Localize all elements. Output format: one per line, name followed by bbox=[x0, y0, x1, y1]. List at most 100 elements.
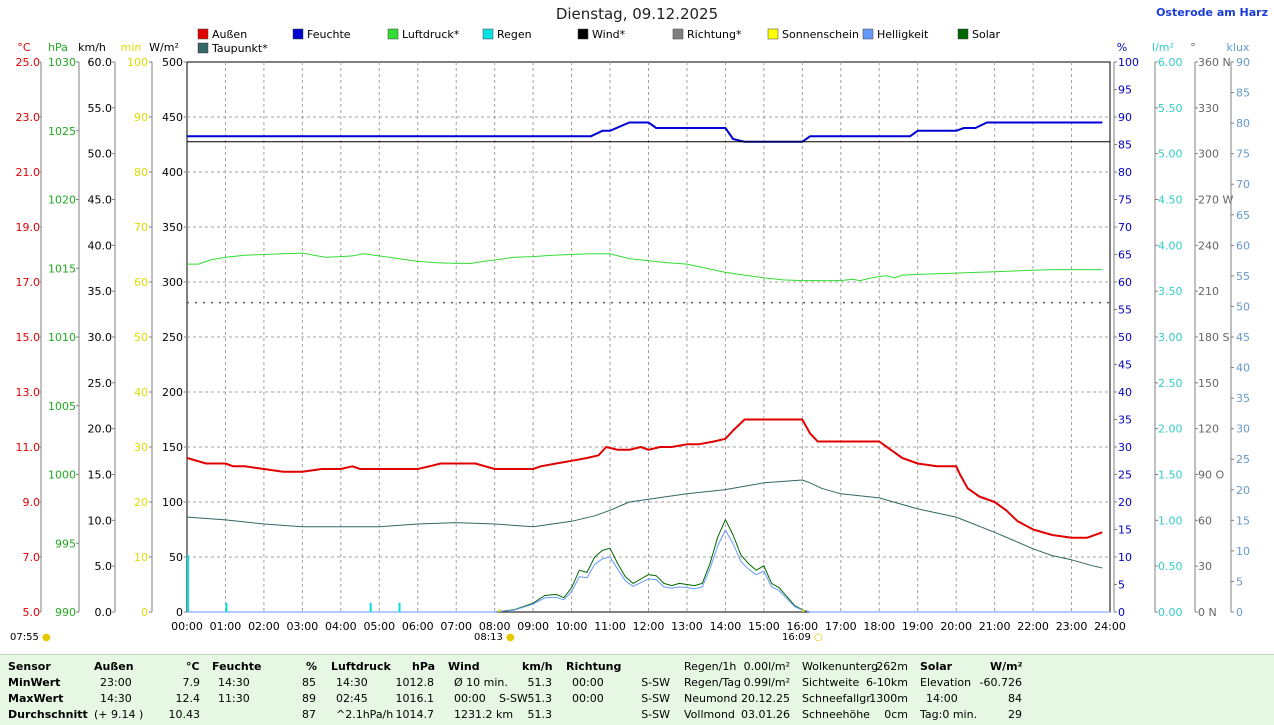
x-tick-label: 21:00 bbox=[979, 620, 1011, 633]
axis-tick-label: 1020 bbox=[48, 194, 76, 207]
x-tick-label: 06:00 bbox=[402, 620, 434, 633]
x-tick-label: 03:00 bbox=[287, 620, 319, 633]
axis-tick-label: 360 N bbox=[1198, 56, 1231, 69]
solar-label: 14:00 bbox=[926, 692, 958, 705]
legend-label: Regen bbox=[497, 28, 532, 41]
axis-tick-label: 200 bbox=[162, 386, 183, 399]
legend-swatch bbox=[197, 28, 209, 40]
axis-tick-label: 25 bbox=[1118, 469, 1132, 482]
axis-tick-label: 70 bbox=[134, 221, 148, 234]
axis-tick-label: 11.0 bbox=[16, 441, 41, 454]
solar-value: -60.726 bbox=[979, 676, 1022, 689]
stat-value: 51.3 bbox=[527, 692, 553, 705]
sun-icon: ○ bbox=[814, 632, 823, 643]
axis-tick-label: 40.0 bbox=[88, 239, 113, 252]
axis-tick-label: 350 bbox=[162, 221, 183, 234]
axis-tick-label: 25.0 bbox=[88, 377, 113, 390]
legend-swatch bbox=[482, 28, 494, 40]
sun-icon: ● bbox=[42, 632, 51, 643]
axis-tick-label: 17.0 bbox=[16, 276, 41, 289]
axis-tick-label: 55 bbox=[1118, 304, 1132, 317]
axis-tick-label: 7.0 bbox=[23, 551, 41, 564]
axis-unit-label: hPa bbox=[48, 41, 68, 54]
axis-tick-label: 1010 bbox=[48, 331, 76, 344]
axis-tick-label: 19.0 bbox=[16, 221, 41, 234]
stat-value: S-SW bbox=[641, 708, 670, 721]
x-tick-label: 07:00 bbox=[440, 620, 472, 633]
axis-tick-label: 35.0 bbox=[88, 285, 113, 298]
stat-time: 02:45 bbox=[336, 692, 368, 705]
x-tick-label: 13:00 bbox=[671, 620, 703, 633]
stat-time: 14:30 bbox=[336, 676, 368, 689]
axis-tick-label: 300 bbox=[162, 276, 183, 289]
axis-tick-label: 70 bbox=[1118, 221, 1132, 234]
axis-tick-label: 15 bbox=[1236, 514, 1250, 527]
luftdruck-line bbox=[187, 252, 1103, 282]
axis-tick-label: 10 bbox=[134, 551, 148, 564]
station-name: Osterode am Harz bbox=[1156, 6, 1268, 19]
axis-tick-label: 4.00 bbox=[1158, 239, 1183, 252]
axis-tick-label: 25.0 bbox=[16, 56, 41, 69]
stats-header-feuchte: Feuchte bbox=[212, 660, 262, 673]
axis-tick-label: 1000 bbox=[48, 469, 76, 482]
axis-tick-label: 10.0 bbox=[88, 514, 113, 527]
axis-tick-label: 60 bbox=[1118, 276, 1132, 289]
stats-unit-druck: hPa bbox=[412, 660, 436, 673]
axis-tick-label: 45 bbox=[1118, 359, 1132, 372]
axis-tick-label: 40 bbox=[1236, 362, 1250, 375]
stat-time: 00:00 bbox=[572, 692, 604, 705]
taupunkt-line bbox=[186, 479, 1103, 569]
stat-value: 10.43 bbox=[168, 708, 201, 721]
solar-value: 84 bbox=[1008, 692, 1022, 705]
axis-tick-label: 45 bbox=[1236, 331, 1250, 344]
axis-tick-label: 1030 bbox=[48, 56, 76, 69]
misc-value: 0.00l/m² bbox=[743, 660, 790, 673]
axis-tick-label: 80 bbox=[1236, 117, 1250, 130]
axis-tick-label: 0 bbox=[176, 606, 183, 619]
stat-time: 00:00 bbox=[454, 692, 486, 705]
axis-tick-label: 1.00 bbox=[1158, 514, 1183, 527]
weather-chart: °C 25.0 23.0 21.0 19.0 17.0 15.0 13.0 11.0 9.0 7.0… bbox=[16, 28, 1251, 633]
stat-time: 1231.2 km bbox=[454, 708, 514, 721]
stat-time: ^2.1hPa/h bbox=[336, 708, 394, 721]
stats-unit-solar: W/m² bbox=[990, 660, 1023, 673]
axis-tick-label: 990 bbox=[55, 606, 76, 619]
stats-header-sensor: Sensor bbox=[8, 660, 51, 673]
misc-value: 0cm bbox=[884, 708, 908, 721]
axis-tick-label: 40 bbox=[134, 386, 148, 399]
x-tick-label: 23:00 bbox=[1056, 620, 1088, 633]
misc-label: Sichtweite bbox=[802, 676, 860, 689]
axis-tick-label: 30 bbox=[1236, 423, 1250, 436]
feuchte-line bbox=[187, 121, 1103, 143]
regen-bar bbox=[369, 602, 372, 612]
axis-unit-label: ° bbox=[1190, 41, 1196, 54]
stats-header-solar: Solar bbox=[920, 660, 953, 673]
axis-tick-label: 0.0 bbox=[95, 606, 113, 619]
axis-tick-label: 50 bbox=[169, 551, 183, 564]
axis-tick-label: 40 bbox=[1118, 386, 1132, 399]
legend-label: Helligkeit bbox=[877, 28, 929, 41]
solar-value: 29 bbox=[1008, 708, 1022, 721]
axis-tick-label: 5.50 bbox=[1158, 102, 1183, 115]
stats-unit-wind: km/h bbox=[522, 660, 553, 673]
axis-tick-label: 90 bbox=[1236, 56, 1250, 69]
legend-label: Luftdruck* bbox=[402, 28, 460, 41]
axis-tick-label: 75 bbox=[1236, 148, 1250, 161]
legend-label: Solar bbox=[972, 28, 1001, 41]
row-label: Durchschnitt bbox=[8, 708, 88, 721]
axis-tick-label: 180 S bbox=[1198, 331, 1229, 344]
stat-value: 89 bbox=[302, 692, 316, 705]
regen-bar bbox=[187, 555, 189, 612]
sun-icon: ● bbox=[506, 632, 515, 643]
x-tick-label: 15:00 bbox=[748, 620, 780, 633]
misc-label: Regen/1h bbox=[684, 660, 737, 673]
stat-value: 7.9 bbox=[182, 676, 201, 689]
axis-tick-label: 150 bbox=[1198, 377, 1219, 390]
axis-unit-label: l/m² bbox=[1152, 41, 1174, 54]
axis-tick-label: 1015 bbox=[48, 262, 76, 275]
x-tick-label: 00:00 bbox=[171, 620, 203, 633]
legend-swatch bbox=[767, 28, 779, 40]
stat-time: Ø 10 min. bbox=[454, 676, 508, 689]
axis-unit-label: W/m² bbox=[149, 41, 179, 54]
axis-tick-label: 70 bbox=[1236, 178, 1250, 191]
